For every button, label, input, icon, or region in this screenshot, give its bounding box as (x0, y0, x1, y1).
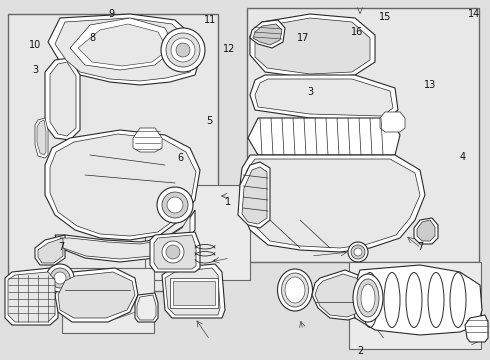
Text: 7: 7 (417, 242, 423, 252)
Circle shape (167, 197, 183, 213)
Circle shape (157, 187, 193, 223)
Text: 9: 9 (109, 9, 115, 19)
Circle shape (162, 192, 188, 218)
Text: 16: 16 (350, 27, 363, 37)
Ellipse shape (353, 274, 383, 322)
Polygon shape (5, 268, 58, 325)
Polygon shape (255, 79, 393, 116)
Text: 12: 12 (223, 44, 236, 54)
Polygon shape (352, 265, 482, 335)
Ellipse shape (285, 277, 305, 303)
Bar (62, 268, 154, 333)
Bar (173, 281, 215, 305)
Polygon shape (37, 120, 46, 155)
Polygon shape (48, 14, 200, 85)
Text: 1: 1 (225, 197, 231, 207)
Bar (145, 185, 250, 280)
Text: 14: 14 (468, 9, 481, 19)
Polygon shape (380, 112, 405, 132)
Polygon shape (315, 274, 367, 317)
Text: 15: 15 (378, 12, 391, 22)
Polygon shape (50, 62, 76, 136)
Polygon shape (253, 24, 282, 45)
Circle shape (54, 272, 66, 284)
Polygon shape (312, 270, 370, 320)
Text: 17: 17 (296, 33, 309, 43)
Text: 10: 10 (29, 40, 41, 50)
Polygon shape (150, 232, 200, 272)
Circle shape (171, 38, 195, 62)
Text: 4: 4 (460, 152, 466, 162)
Text: 3: 3 (308, 87, 314, 97)
Circle shape (354, 248, 362, 256)
Polygon shape (38, 238, 63, 263)
Text: 7: 7 (58, 242, 64, 252)
Polygon shape (45, 130, 200, 240)
Polygon shape (35, 118, 48, 158)
Polygon shape (50, 134, 196, 236)
Circle shape (166, 33, 200, 67)
Polygon shape (133, 128, 162, 152)
Polygon shape (414, 218, 438, 244)
Polygon shape (238, 162, 270, 228)
Polygon shape (78, 24, 168, 66)
Text: 11: 11 (204, 15, 216, 25)
Bar (170, 278, 218, 308)
Circle shape (162, 241, 184, 263)
Polygon shape (240, 155, 425, 252)
Polygon shape (162, 264, 225, 318)
Circle shape (351, 245, 365, 259)
Ellipse shape (281, 273, 309, 307)
Bar (247, 8, 479, 262)
Polygon shape (245, 159, 420, 248)
Circle shape (46, 264, 74, 292)
Bar (349, 262, 481, 349)
Text: 6: 6 (177, 153, 183, 163)
Polygon shape (35, 235, 65, 265)
Bar (8, 14, 218, 291)
Polygon shape (70, 18, 175, 70)
Polygon shape (154, 235, 196, 269)
Circle shape (50, 268, 70, 288)
Polygon shape (8, 272, 55, 322)
Text: 13: 13 (424, 80, 437, 90)
Polygon shape (55, 210, 195, 262)
Circle shape (348, 242, 368, 262)
Polygon shape (250, 20, 285, 48)
Ellipse shape (277, 269, 313, 311)
Polygon shape (135, 293, 158, 322)
Text: 5: 5 (207, 116, 213, 126)
Polygon shape (250, 14, 375, 78)
Text: 8: 8 (89, 33, 95, 43)
Circle shape (166, 245, 180, 259)
Polygon shape (248, 118, 400, 155)
Polygon shape (465, 315, 488, 342)
Polygon shape (55, 268, 138, 322)
Polygon shape (255, 18, 370, 74)
Text: 2: 2 (357, 346, 363, 356)
Polygon shape (417, 220, 435, 241)
Polygon shape (165, 268, 220, 315)
Polygon shape (137, 295, 156, 320)
Circle shape (176, 43, 190, 57)
Polygon shape (242, 167, 267, 224)
Polygon shape (45, 58, 80, 140)
Polygon shape (60, 215, 190, 259)
Polygon shape (58, 272, 135, 318)
Circle shape (161, 28, 205, 72)
Text: 3: 3 (32, 65, 38, 75)
Ellipse shape (357, 279, 379, 317)
Polygon shape (55, 18, 194, 81)
Polygon shape (250, 75, 398, 120)
Ellipse shape (361, 284, 375, 312)
